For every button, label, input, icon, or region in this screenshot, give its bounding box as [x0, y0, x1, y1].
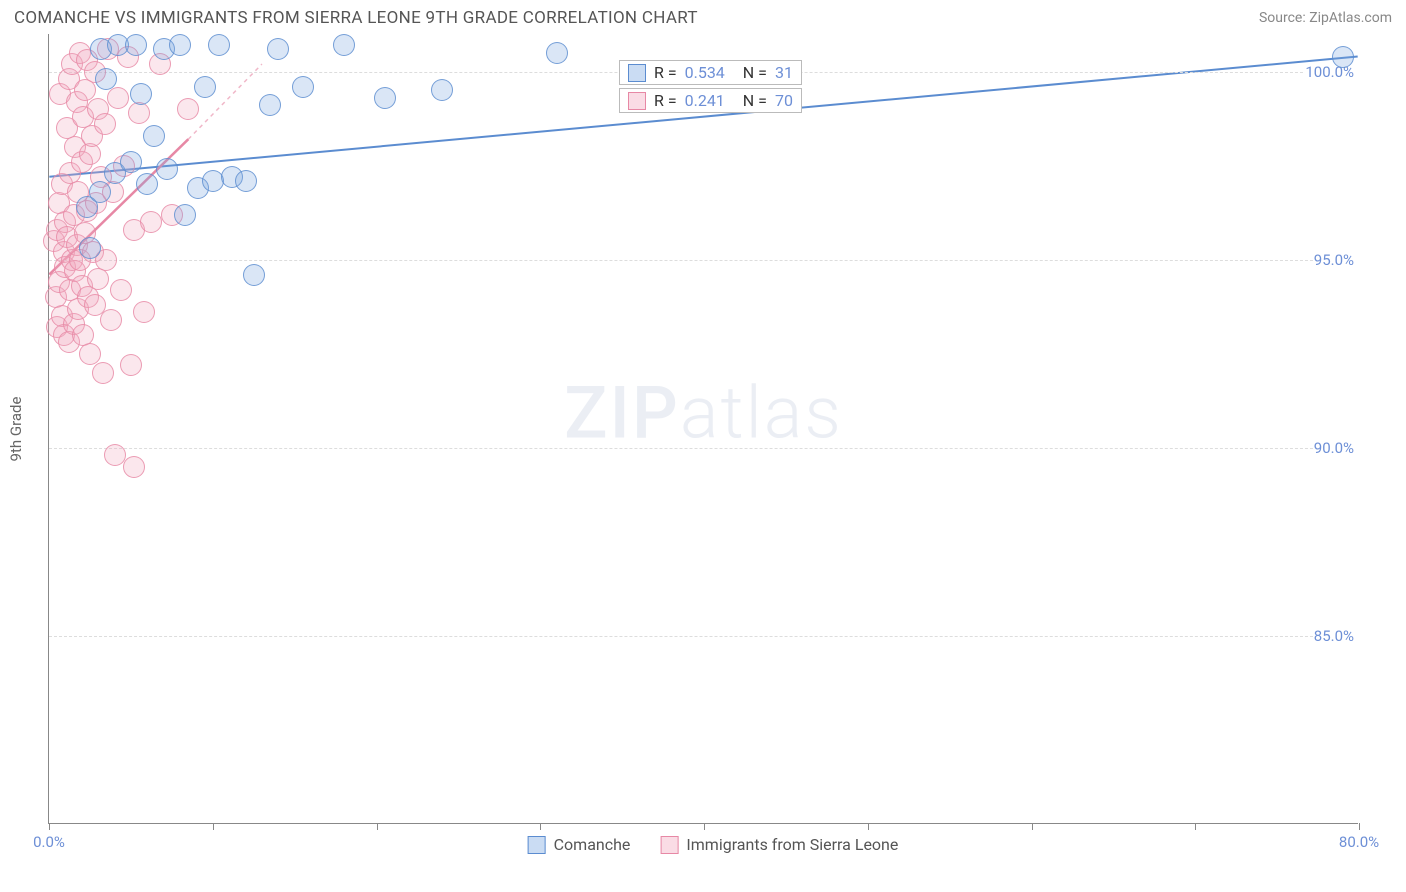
- stats-n-value: 31: [775, 63, 793, 82]
- gridline: [49, 260, 1358, 261]
- data-point: [79, 237, 101, 259]
- data-point: [267, 38, 289, 60]
- stats-n-value: 70: [775, 91, 793, 110]
- x-tick-label: 80.0%: [1339, 833, 1379, 851]
- x-tick: [540, 823, 541, 830]
- x-tick: [704, 823, 705, 830]
- data-point: [156, 158, 178, 180]
- data-point: [333, 34, 355, 56]
- trend-lines-layer: [49, 34, 1358, 823]
- x-tick-label: 0.0%: [33, 833, 65, 851]
- data-point: [140, 211, 162, 233]
- data-point: [92, 362, 114, 384]
- watermark: ZIPatlas: [564, 370, 843, 455]
- legend-swatch-sierra-leone: [660, 836, 678, 854]
- data-point: [120, 151, 142, 173]
- data-point: [208, 34, 230, 56]
- y-axis-label: 9th Grade: [7, 397, 25, 462]
- data-point: [94, 113, 116, 135]
- stats-r-value: 0.534: [685, 63, 725, 82]
- legend-item-comanche: Comanche: [528, 835, 631, 854]
- data-point: [123, 456, 145, 478]
- stats-swatch: [628, 64, 646, 82]
- data-point: [235, 170, 257, 192]
- chart-header: COMANCHE VS IMMIGRANTS FROM SIERRA LEONE…: [0, 0, 1406, 34]
- data-point: [107, 87, 129, 109]
- stats-r-label: R =: [654, 63, 677, 82]
- data-point: [110, 279, 132, 301]
- x-tick: [1359, 823, 1360, 830]
- data-point: [87, 268, 109, 290]
- chart-source: Source: ZipAtlas.com: [1259, 10, 1392, 26]
- x-tick: [49, 823, 50, 830]
- legend-swatch-comanche: [528, 836, 546, 854]
- legend-label-sierra-leone: Immigrants from Sierra Leone: [686, 835, 898, 854]
- stats-n-label: N =: [743, 91, 767, 110]
- stats-r-label: R =: [654, 91, 677, 110]
- data-point: [243, 264, 265, 286]
- y-tick-label: 90.0%: [1314, 439, 1360, 457]
- stats-swatch: [628, 92, 646, 110]
- y-tick-label: 95.0%: [1314, 251, 1360, 269]
- scatter-plot: ZIPatlas 85.0%90.0%95.0%100.0%0.0%80.0%R…: [48, 34, 1358, 824]
- data-point: [292, 76, 314, 98]
- stats-box: R = 0.241 N = 70: [619, 88, 802, 113]
- data-point: [194, 76, 216, 98]
- data-point: [89, 181, 111, 203]
- gridline: [49, 448, 1358, 449]
- data-point: [177, 98, 199, 120]
- data-point: [74, 79, 96, 101]
- data-point: [79, 143, 101, 165]
- x-tick: [213, 823, 214, 830]
- data-point: [104, 444, 126, 466]
- legend: Comanche Immigrants from Sierra Leone: [528, 835, 899, 854]
- data-point: [374, 87, 396, 109]
- data-point: [259, 94, 281, 116]
- data-point: [174, 204, 196, 226]
- legend-item-sierra-leone: Immigrants from Sierra Leone: [660, 835, 898, 854]
- data-point: [143, 125, 165, 147]
- data-point: [100, 309, 122, 331]
- x-tick: [1032, 823, 1033, 830]
- data-point: [120, 354, 142, 376]
- gridline: [49, 636, 1358, 637]
- data-point: [546, 42, 568, 64]
- y-tick-label: 100.0%: [1305, 63, 1360, 81]
- data-point: [125, 34, 147, 56]
- data-point: [95, 68, 117, 90]
- chart-title: COMANCHE VS IMMIGRANTS FROM SIERRA LEONE…: [14, 8, 698, 28]
- data-point: [133, 301, 155, 323]
- x-tick: [1195, 823, 1196, 830]
- data-point: [169, 34, 191, 56]
- data-point: [202, 170, 224, 192]
- stats-n-label: N =: [743, 63, 767, 82]
- legend-label-comanche: Comanche: [554, 835, 631, 854]
- data-point: [1332, 46, 1354, 68]
- data-point: [128, 102, 150, 124]
- x-tick: [868, 823, 869, 830]
- y-tick-label: 85.0%: [1314, 627, 1360, 645]
- chart-area: 9th Grade ZIPatlas 85.0%90.0%95.0%100.0%…: [48, 34, 1378, 824]
- data-point: [136, 173, 158, 195]
- data-point: [79, 343, 101, 365]
- stats-r-value: 0.241: [685, 91, 725, 110]
- x-tick: [377, 823, 378, 830]
- stats-box: R = 0.534 N = 31: [619, 60, 802, 85]
- data-point: [130, 83, 152, 105]
- data-point: [431, 79, 453, 101]
